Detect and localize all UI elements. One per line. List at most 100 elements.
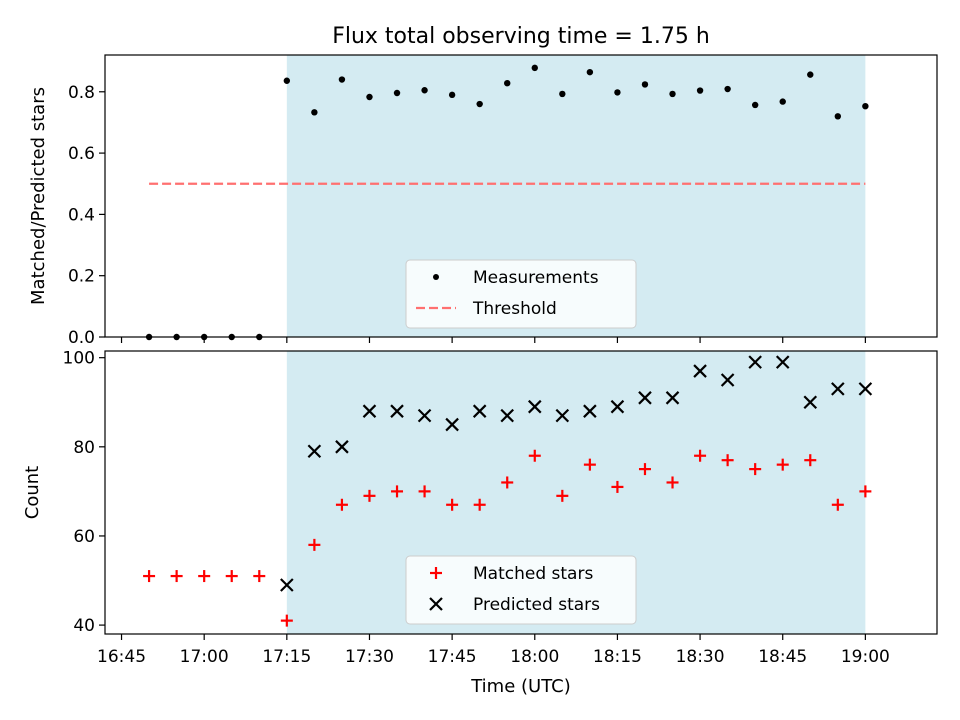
matched-star-point — [225, 570, 238, 583]
y-tick-label: 40 — [73, 616, 95, 636]
y-tick-label: 0.2 — [68, 267, 95, 287]
matched-star-point — [804, 454, 817, 467]
y-axis-label: Count — [22, 466, 43, 519]
predicted-star-point — [472, 404, 487, 418]
legend: Measurements Threshold — [405, 259, 637, 329]
predicted-star-point — [445, 417, 459, 432]
predicted-star-point — [748, 355, 762, 369]
predicted-star-point — [527, 399, 542, 414]
legend-x-icon — [429, 597, 443, 611]
x-tick-label: 17:15 — [262, 647, 311, 667]
measurement-point — [614, 89, 621, 96]
bottom-panel: 40 60 80 100 16:45 17:00 17:15 17:30 17:45 18:00 1… — [22, 349, 938, 667]
y-tick-label: 100 — [63, 349, 95, 369]
measurement-point — [751, 101, 759, 109]
matched-star-point — [859, 485, 872, 498]
x-tick-label: 17:30 — [345, 647, 394, 667]
measurement-point — [834, 113, 842, 120]
matched-star-point — [611, 480, 624, 493]
y-tick-label: 60 — [73, 527, 95, 547]
predicted-star-point — [417, 408, 432, 423]
x-tick-label: 18:15 — [593, 647, 642, 667]
measurement-point — [862, 102, 869, 110]
matched-star-point — [446, 498, 459, 511]
x-tick-label: 19:00 — [841, 647, 890, 667]
matched-star-point — [335, 498, 348, 511]
y-tick-label: 0.4 — [68, 205, 95, 225]
measurement-point — [586, 68, 594, 76]
matched-star-point — [143, 570, 156, 583]
predicted-star-point — [583, 404, 597, 418]
predicted-star-point — [610, 399, 625, 414]
predicted-star-point — [335, 440, 349, 454]
x-tick-label: 18:45 — [758, 647, 807, 667]
top-panel: 0.0 0.2 0.4 0.6 0.8 Matched/Predicted stars Me… — [28, 54, 938, 348]
measurement-point — [641, 81, 649, 88]
matched-star-point — [638, 463, 651, 476]
predicted-star-point — [362, 404, 377, 418]
predicted-star-point — [307, 444, 322, 459]
legend-dot-icon — [433, 274, 439, 280]
measurement-point — [421, 87, 428, 94]
x-tick-label: 16:45 — [97, 647, 146, 667]
measurement-point — [283, 77, 291, 84]
matched-star-point — [831, 498, 844, 511]
measurement-point — [393, 89, 401, 97]
predicted-star-point — [693, 364, 707, 378]
chart-title: Flux total observing time = 1.75 h — [332, 24, 710, 49]
matched-star-point — [501, 476, 514, 489]
matched-star-point — [528, 449, 541, 462]
measurement-point — [559, 90, 566, 98]
legend-label: Threshold — [472, 299, 557, 319]
predicted-star-point — [665, 391, 680, 405]
matched-star-point — [418, 485, 431, 498]
matched-star-point — [391, 485, 404, 498]
matched-star-point — [694, 449, 707, 462]
x-tick-label: 17:00 — [180, 647, 229, 667]
measurement-point — [338, 76, 346, 83]
measurement-point — [779, 98, 786, 105]
legend-label: Measurements — [473, 268, 599, 288]
predicted-star-point — [831, 382, 845, 396]
matched-star-point — [666, 476, 679, 489]
measurement-point — [366, 93, 373, 101]
measurement-point — [696, 87, 704, 94]
matched-star-point — [473, 498, 486, 511]
measurement-point — [724, 85, 731, 93]
axes-frame — [104, 350, 938, 635]
measurement-point — [669, 90, 676, 98]
measurement-point — [476, 100, 483, 108]
matched-star-point — [749, 463, 762, 476]
predicted-star-point — [555, 408, 570, 423]
matched-star-point — [776, 458, 789, 471]
measurement-point — [504, 80, 511, 87]
legend: Matched stars Predicted stars — [405, 555, 637, 625]
legend-label: Predicted stars — [473, 595, 600, 615]
legend-box — [405, 259, 637, 329]
y-tick-label: 80 — [73, 438, 95, 458]
y-tick-label: 0.0 — [68, 328, 95, 348]
legend-plus-icon — [430, 567, 442, 579]
predicted-star-point — [858, 382, 873, 396]
predicted-star-point — [775, 355, 790, 369]
predicted-star-point — [280, 578, 294, 592]
x-axis-label: Time (UTC) — [470, 676, 571, 697]
measurement-point — [448, 91, 456, 99]
predicted-star-point — [500, 408, 515, 423]
measurement-point — [531, 64, 538, 72]
measurement-point — [311, 109, 318, 116]
matched-star-point — [198, 570, 211, 583]
matched-star-point — [253, 570, 266, 583]
predicted-star-point — [803, 395, 818, 410]
legend-label: Matched stars — [473, 564, 593, 584]
matched-star-point — [308, 538, 321, 551]
matched-star-point — [170, 570, 183, 583]
measurement-point — [807, 71, 814, 78]
y-tick-label: 0.6 — [68, 144, 95, 164]
predicted-star-point — [638, 391, 652, 405]
y-axis-label: Matched/Predicted stars — [28, 87, 49, 305]
y-tick-label: 0.8 — [68, 83, 95, 103]
x-tick-label: 18:00 — [510, 647, 559, 667]
matched-star-point — [556, 489, 569, 502]
predicted-star-point — [720, 373, 735, 387]
